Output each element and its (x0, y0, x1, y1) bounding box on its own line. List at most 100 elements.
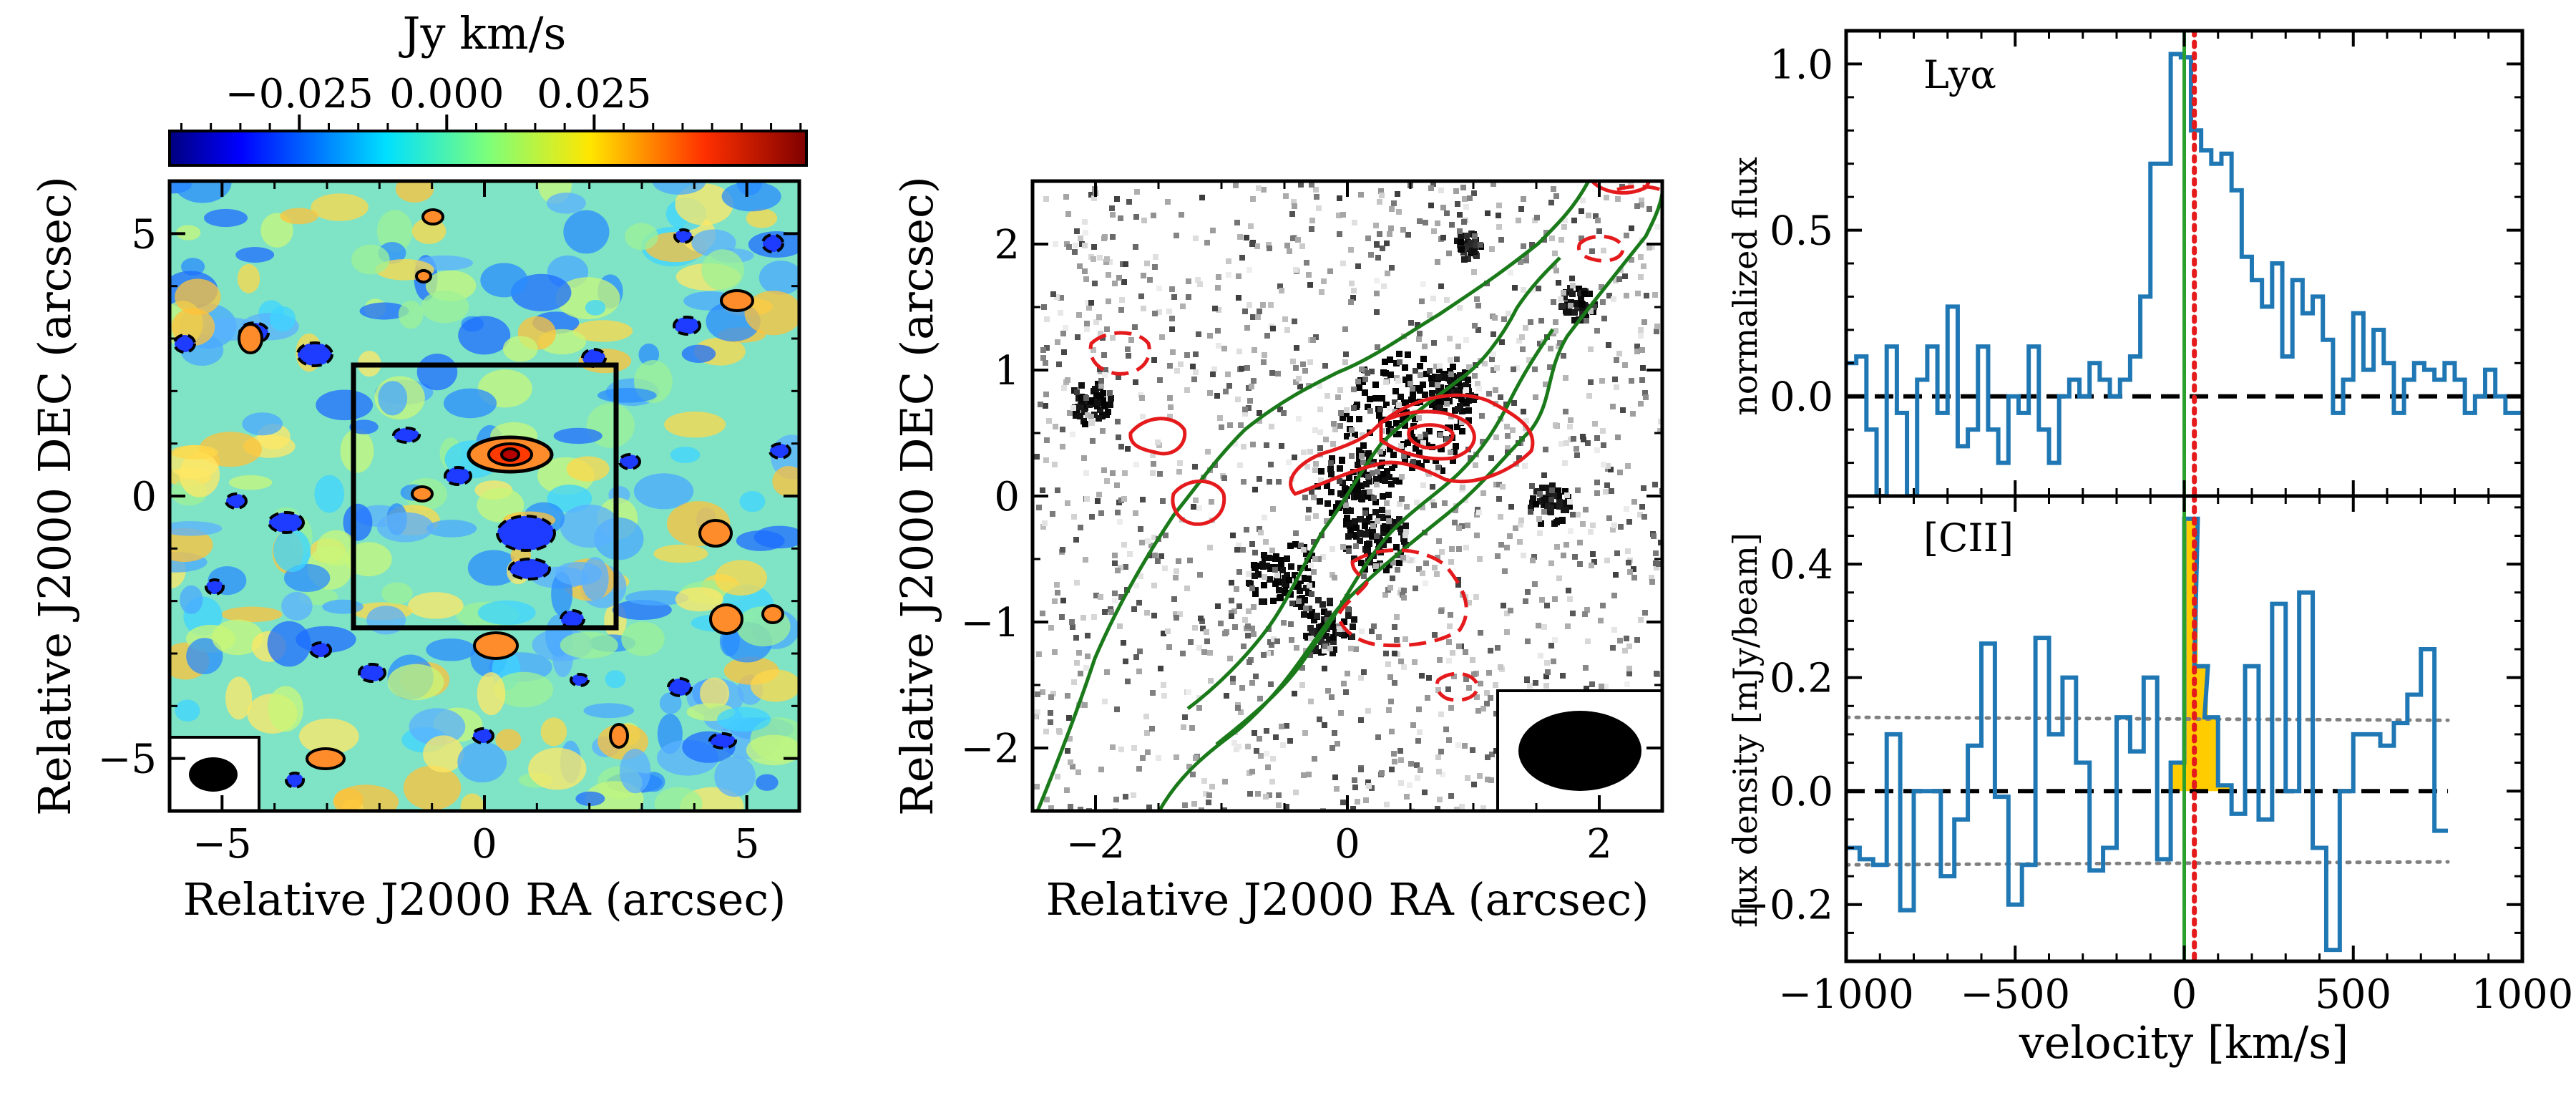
image-pixel (1463, 382, 1469, 389)
image-pixel (1373, 563, 1379, 569)
image-pixel (1313, 187, 1319, 193)
image-pixel (1116, 434, 1121, 440)
image-pixel (1095, 498, 1101, 504)
image-pixel (1537, 530, 1543, 536)
image-pixel (1415, 775, 1420, 781)
image-pixel (1345, 613, 1352, 619)
image-pixel (1537, 491, 1543, 497)
image-pixel (1401, 399, 1407, 406)
image-pixel (1366, 514, 1372, 520)
image-pixel (1304, 464, 1310, 470)
image-pixel (1513, 525, 1518, 531)
image-pixel (1112, 560, 1118, 566)
image-pixel (1251, 604, 1257, 610)
image-pixel (1374, 533, 1380, 539)
image-pixel (1287, 543, 1294, 549)
image-pixel (1246, 267, 1252, 273)
image-pixel (1280, 742, 1286, 748)
image-pixel (1631, 499, 1637, 505)
colorbar: Jy km/s −0.025 0.000 0.025 (168, 7, 808, 167)
noise-blob (756, 774, 779, 791)
image-pixel (1471, 269, 1477, 275)
image-pixel (1475, 708, 1481, 714)
image-pixel (1088, 397, 1094, 404)
image-pixel (1505, 433, 1511, 439)
image-pixel (1352, 220, 1357, 225)
image-pixel (1080, 615, 1086, 621)
image-pixel (1463, 233, 1470, 239)
image-pixel (1384, 500, 1390, 506)
image-pixel (1594, 480, 1600, 485)
image-pixel (1470, 747, 1475, 753)
image-pixel (1247, 398, 1253, 404)
noise-blob (333, 788, 364, 811)
image-pixel (1374, 241, 1380, 247)
image-pixel (1437, 363, 1443, 369)
image-pixel (1340, 492, 1347, 498)
image-pixel (1114, 482, 1120, 488)
image-pixel (1383, 379, 1389, 385)
image-pixel (1638, 274, 1644, 280)
spec-ytick-label: −0.2 (1736, 883, 1833, 929)
image-pixel (1422, 344, 1428, 349)
image-pixel (1287, 248, 1292, 254)
image-pixel (1278, 557, 1284, 563)
image-pixel (1580, 198, 1586, 203)
image-pixel (1217, 415, 1223, 421)
image-pixel (1613, 572, 1619, 578)
image-pixel (1402, 457, 1408, 463)
image-pixel (1335, 500, 1342, 507)
image-pixel (1420, 356, 1427, 362)
image-pixel (1577, 540, 1583, 545)
image-pixel (1395, 431, 1402, 437)
image-pixel (1066, 715, 1072, 721)
image-pixel (1553, 268, 1559, 273)
image-pixel (1307, 625, 1314, 631)
image-pixel (1491, 351, 1496, 357)
image-pixel (1256, 185, 1262, 191)
image-pixel (1351, 405, 1357, 411)
image-pixel (1219, 424, 1224, 430)
image-pixel (1568, 303, 1574, 309)
image-pixel (1622, 362, 1628, 368)
image-pixel (1383, 402, 1390, 408)
image-pixel (1303, 585, 1309, 591)
image-pixel (1638, 254, 1644, 260)
image-pixel (1207, 333, 1213, 339)
image-pixel (1261, 652, 1267, 658)
map-ylabel: Relative J2000 DEC (arcsec) (29, 176, 81, 816)
image-pixel (1075, 334, 1080, 340)
image-pixel (1556, 499, 1563, 505)
image-pixel (1603, 489, 1609, 495)
image-pixel (1307, 583, 1312, 588)
image-pixel (1173, 575, 1179, 580)
image-pixel (1418, 372, 1423, 378)
image-pixel (1307, 606, 1312, 611)
image-pixel (1386, 562, 1392, 568)
spec-xtick-label: −500 (1960, 971, 2070, 1018)
image-pixel (1151, 583, 1157, 588)
image-pixel (1533, 680, 1538, 686)
image-pixel (1468, 248, 1474, 254)
image-pixel (1360, 460, 1366, 465)
image-pixel (1091, 256, 1096, 262)
image-pixel (1463, 545, 1469, 550)
image-pixel (1121, 496, 1127, 502)
image-pixel (1590, 551, 1596, 557)
image-pixel (1543, 447, 1548, 452)
image-pixel (1622, 648, 1628, 654)
image-pixel (1354, 493, 1360, 500)
image-pixel (1516, 455, 1522, 461)
image-pixel (1426, 675, 1432, 681)
positive-contour (720, 289, 754, 312)
image-pixel (1389, 206, 1395, 212)
image-pixel (1372, 382, 1379, 388)
image-pixel (1071, 679, 1077, 685)
image-pixel (1397, 359, 1402, 365)
image-pixel (1355, 263, 1361, 269)
image-pixel (1301, 772, 1307, 778)
image-pixel (1184, 387, 1190, 393)
image-pixel (1329, 694, 1335, 700)
image-pixel (1277, 595, 1283, 601)
noise-blob (494, 671, 554, 708)
